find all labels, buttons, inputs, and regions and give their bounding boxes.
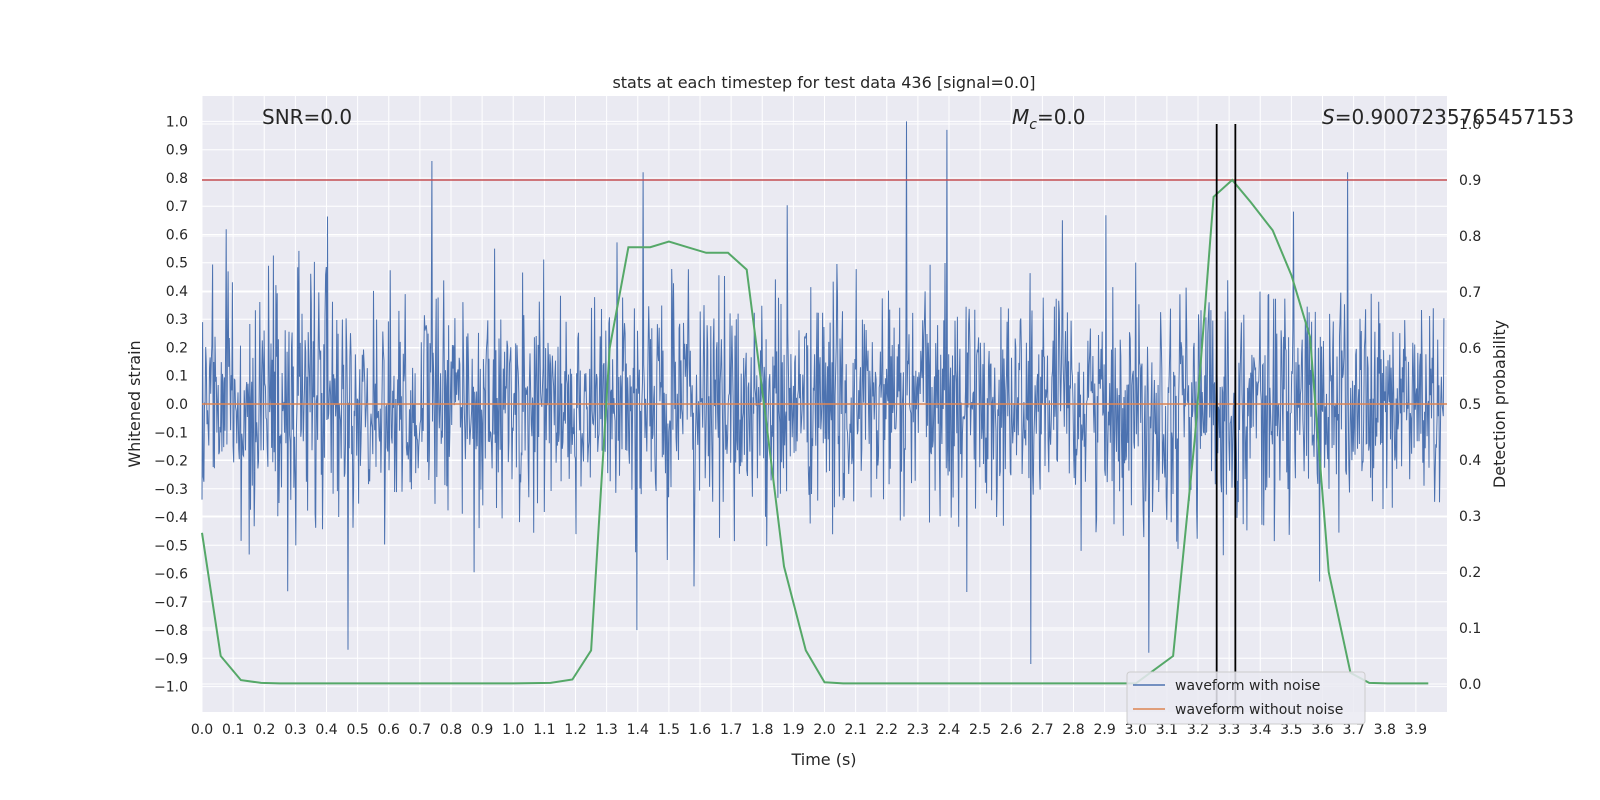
y-tick-label: −0.8 <box>154 623 188 639</box>
y-tick-label: 0.0 <box>166 397 188 413</box>
y-tick-label: 0.7 <box>166 199 188 215</box>
y-right-tick-labels: 1.0 0.9 0.8 0.7 0.6 0.5 0.4 0.3 0.2 0.1 0.0 <box>1459 117 1481 693</box>
x-tick-label: 2.7 <box>1031 722 1053 738</box>
x-tick-label: 2.1 <box>844 722 866 738</box>
legend: waveform with noise waveform without noi… <box>1126 671 1366 725</box>
x-tick-label: 0.0 <box>191 722 213 738</box>
x-tick-label: 1.7 <box>720 722 742 738</box>
y-tick-label: −0.2 <box>154 454 188 470</box>
y-tick-label: 0.9 <box>166 143 188 159</box>
y-right-tick-label: 0.0 <box>1459 677 1481 693</box>
legend-label-noise: waveform with noise <box>1175 678 1320 694</box>
x-tick-label: 1.1 <box>533 722 555 738</box>
y-tick-label: 0.2 <box>166 340 188 356</box>
noise-line <box>201 121 1445 665</box>
x-tick-label: 2.2 <box>876 722 898 738</box>
x-tick-label: 3.3 <box>1218 722 1240 738</box>
y-tick-label: 0.6 <box>166 227 188 243</box>
x-tick-label: 3.9 <box>1405 722 1427 738</box>
x-tick-label: 0.8 <box>440 722 462 738</box>
x-tick-label: 2.0 <box>813 722 835 738</box>
x-tick-label: 0.3 <box>284 722 306 738</box>
x-tick-label: 1.4 <box>627 722 649 738</box>
x-tick-label: 3.8 <box>1374 722 1396 738</box>
y-tick-label: −1.0 <box>154 680 188 696</box>
y-axis-label: Whitened strain <box>125 340 144 467</box>
x-tick-label: 2.6 <box>1000 722 1022 738</box>
y-tick-label: −0.1 <box>154 425 188 441</box>
x-tick-label: 3.4 <box>1249 722 1271 738</box>
legend-label-clean: waveform without noise <box>1175 702 1343 718</box>
y-tick-label: −0.7 <box>154 595 188 611</box>
y-tick-label: −0.9 <box>154 651 188 667</box>
x-tick-label: 1.3 <box>595 722 617 738</box>
x-tick-label: 2.5 <box>969 722 991 738</box>
x-tick-label: 0.6 <box>378 722 400 738</box>
legend-box <box>1126 671 1366 725</box>
x-tick-label: 0.5 <box>346 722 368 738</box>
y-tick-label: −0.4 <box>154 510 188 526</box>
y-tick-label: −0.5 <box>154 538 188 554</box>
y-right-tick-label: 1.0 <box>1459 117 1481 133</box>
x-tick-label: 0.9 <box>471 722 493 738</box>
x-tick-label: 1.9 <box>782 722 804 738</box>
y-tick-label: −0.3 <box>154 482 188 498</box>
y-tick-label: 0.1 <box>166 369 188 385</box>
x-tick-label: 0.7 <box>409 722 431 738</box>
mc-annotation: Mc=0.0 <box>1012 105 1086 133</box>
x-tick-label: 2.9 <box>1093 722 1115 738</box>
x-tick-label: 3.0 <box>1125 722 1147 738</box>
x-axis-label: Time (s) <box>790 750 856 769</box>
x-tick-label: 1.5 <box>658 722 680 738</box>
x-tick-label: 0.2 <box>253 722 275 738</box>
mc-symbol: M <box>1012 105 1029 129</box>
x-tick-label: 3.1 <box>1156 722 1178 738</box>
x-tick-label: 2.3 <box>907 722 929 738</box>
x-tick-label: 2.4 <box>938 722 960 738</box>
x-tick-label: 0.4 <box>315 722 337 738</box>
y-right-tick-label: 0.3 <box>1459 509 1481 525</box>
y-tick-label: −0.6 <box>154 567 188 583</box>
x-tick-label: 1.6 <box>689 722 711 738</box>
mc-subscript: c <box>1029 117 1037 133</box>
x-tick-label: 1.0 <box>502 722 524 738</box>
series-waveform-with-noise <box>201 121 1445 665</box>
y-tick-label: 1.0 <box>166 114 188 130</box>
x-tick-label: 3.5 <box>1280 722 1302 738</box>
x-tick-labels: 0.0 0.1 0.2 0.3 0.4 0.5 0.6 0.7 0.8 0.9 1.0 1.1 1.2 1… <box>191 722 1427 738</box>
y-right-tick-label: 0.5 <box>1459 397 1481 413</box>
mc-value: =0.0 <box>1037 105 1086 129</box>
x-tick-label: 2.8 <box>1062 722 1084 738</box>
x-tick-label: 1.8 <box>751 722 773 738</box>
series-detection-probability <box>201 178 1429 685</box>
s-symbol: S <box>1322 105 1335 129</box>
x-tick-label: 3.6 <box>1311 722 1333 738</box>
y-right-axis-label: Detection probability <box>1490 320 1509 488</box>
x-tick-label: 0.1 <box>222 722 244 738</box>
y-right-tick-label: 0.2 <box>1459 565 1481 581</box>
s-annotation: S=0.9007235765457153 <box>1322 105 1574 129</box>
y-right-tick-label: 0.4 <box>1459 453 1481 469</box>
y-right-tick-label: 0.8 <box>1459 229 1481 245</box>
y-tick-label: 0.8 <box>166 171 188 187</box>
y-tick-labels: 1.0 0.9 0.8 0.7 0.6 0.5 0.4 0.3 0.2 0.1 0.0 −0.1 −0.… <box>154 114 188 695</box>
x-tick-label: 3.7 <box>1342 722 1364 738</box>
vertical-lines <box>1215 124 1237 712</box>
chart-title: stats at each timestep for test data 436… <box>612 73 1035 92</box>
x-tick-label: 3.2 <box>1187 722 1209 738</box>
y-tick-label: 0.4 <box>166 284 188 300</box>
snr-annotation: SNR=0.0 <box>262 105 352 129</box>
y-tick-label: 0.5 <box>166 256 188 272</box>
y-right-tick-label: 0.1 <box>1459 621 1481 637</box>
y-right-tick-label: 0.7 <box>1459 285 1481 301</box>
x-tick-label: 1.2 <box>564 722 586 738</box>
y-tick-label: 0.3 <box>166 312 188 328</box>
y-right-tick-label: 0.9 <box>1459 173 1481 189</box>
probability-line <box>201 178 1429 685</box>
s-value: =0.9007235765457153 <box>1335 105 1574 129</box>
y-right-tick-label: 0.6 <box>1459 341 1481 357</box>
